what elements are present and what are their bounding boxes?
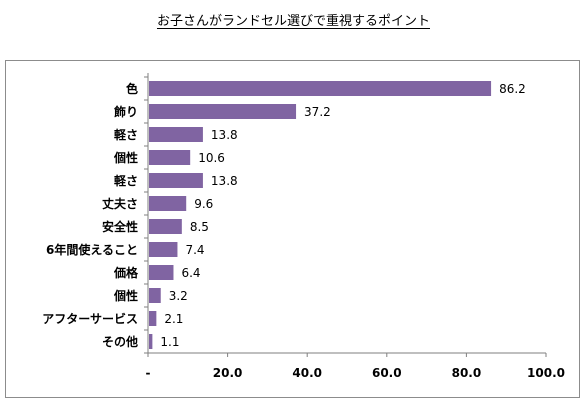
- chart-title-text: お子さんがランドセル選びで重視するポイント: [156, 14, 430, 29]
- x-tick-label: -: [146, 366, 151, 380]
- bar: [149, 196, 187, 211]
- category-label: 色: [126, 81, 138, 96]
- category-label: 個性: [113, 288, 138, 303]
- x-tick-label: 60.0: [372, 366, 402, 380]
- data-label: 6.4: [181, 266, 200, 280]
- category-label: 個性: [113, 150, 138, 165]
- category-label: 飾り: [114, 104, 138, 119]
- category-label: 軽さ: [114, 127, 138, 142]
- data-label: 1.1: [160, 335, 179, 349]
- data-label: 13.8: [211, 128, 238, 142]
- bar: [149, 81, 492, 96]
- x-tick-label: 40.0: [292, 366, 322, 380]
- data-label: 9.6: [194, 197, 213, 211]
- data-label: 3.2: [169, 289, 188, 303]
- category-label: 丈夫さ: [102, 196, 138, 211]
- data-label: 8.5: [190, 220, 209, 234]
- category-label: 軽さ: [114, 173, 138, 188]
- data-label: 10.6: [198, 151, 225, 165]
- bar: [149, 150, 191, 165]
- bar: [149, 104, 297, 119]
- category-label: 6年間使えること: [46, 242, 138, 257]
- bar: [149, 127, 203, 142]
- bar: [149, 242, 178, 257]
- category-label: その他: [102, 334, 138, 349]
- chart-title: お子さんがランドセル選びで重視するポイント: [0, 10, 587, 29]
- category-label: 価格: [113, 265, 139, 280]
- category-label: 安全性: [102, 219, 138, 234]
- bar: [149, 219, 182, 234]
- data-label: 37.2: [304, 105, 331, 119]
- bar-chart: 色 86.2 飾り 37.2 軽さ 13.8 個性 10.6 軽さ 13.8 丈夫さ 9.6 安全性 8.…: [42, 73, 565, 380]
- x-tick-label: 80.0: [452, 366, 482, 380]
- data-label: 7.4: [185, 243, 204, 257]
- bar: [149, 265, 174, 280]
- bar: [149, 288, 161, 303]
- x-tick-label: 100.0: [527, 366, 565, 380]
- data-label: 86.2: [499, 82, 526, 96]
- data-label: 13.8: [211, 174, 238, 188]
- bar: [149, 334, 153, 349]
- category-label: アフターサービス: [42, 311, 138, 326]
- x-tick-label: 20.0: [213, 366, 243, 380]
- bar: [149, 311, 157, 326]
- bar: [149, 173, 203, 188]
- chart-frame: 色 86.2 飾り 37.2 軽さ 13.8 個性 10.6 軽さ 13.8 丈夫さ 9.6 安全性 8.…: [5, 60, 580, 398]
- data-label: 2.1: [164, 312, 183, 326]
